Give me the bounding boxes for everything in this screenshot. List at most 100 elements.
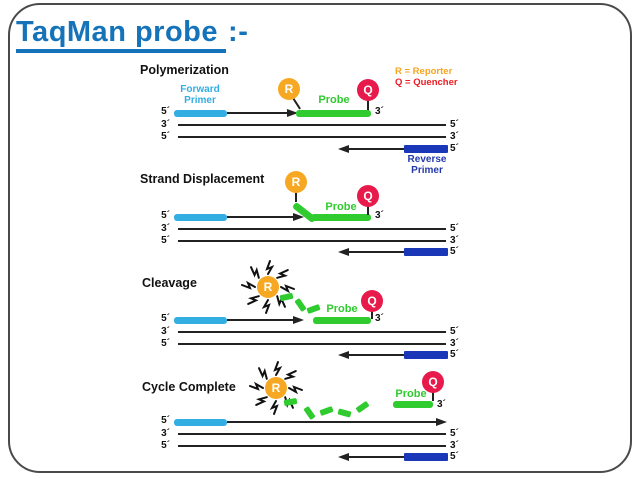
reporter-dye: R: [265, 377, 287, 399]
probe-label: Probe: [318, 94, 350, 106]
five-prime-label: 5´: [161, 440, 170, 451]
probe-bar: [296, 110, 371, 117]
polymerization-arrowhead: [293, 316, 304, 324]
reporter-symbol: R: [263, 280, 273, 294]
polymerization-arrow-line: [227, 421, 437, 423]
quencher-linker: [367, 206, 369, 215]
reporter-dye: R: [257, 276, 279, 298]
reverse-primer-label: Reverse Primer: [399, 154, 455, 176]
reporter-symbol: R: [271, 381, 281, 395]
quencher-symbol: Q: [367, 294, 377, 308]
polymerization-arrowhead: [436, 418, 447, 426]
five-prime-label: 5´: [161, 210, 170, 221]
template-strand: [178, 433, 446, 435]
five-prime-label: 5´: [450, 451, 459, 462]
sense-strand: [178, 343, 446, 345]
five-prime-label: 5´: [450, 246, 459, 257]
five-prime-label: 5´: [161, 415, 170, 426]
polymerization-arrow-line: [227, 319, 295, 321]
polymerization-arrowhead: [293, 213, 304, 221]
probe-label: Probe: [325, 201, 357, 213]
forward-primer-label: Forward Primer: [170, 84, 230, 106]
three-prime-label: 3´: [450, 235, 459, 246]
reverse-arrow-line: [347, 148, 405, 150]
three-prime-label: 3´: [161, 326, 170, 337]
legend-quencher: Q = Quencher: [395, 77, 458, 88]
reporter-symbol: R: [284, 82, 294, 96]
five-prime-label: 5´: [450, 119, 459, 130]
reverse-primer-bar: [404, 145, 448, 153]
quencher-dye: Q: [357, 185, 379, 207]
five-prime-label: 5´: [450, 349, 459, 360]
template-strand: [178, 331, 446, 333]
slide-border: [8, 3, 632, 473]
reverse-arrowhead: [338, 351, 349, 359]
forward-primer-bar: [174, 419, 227, 426]
three-prime-label: 3´: [450, 338, 459, 349]
sense-strand: [178, 136, 446, 138]
reverse-arrow-line: [347, 354, 405, 356]
forward-primer-bar: [174, 317, 227, 324]
five-prime-label: 5´: [161, 338, 170, 349]
five-prime-label: 5´: [450, 428, 459, 439]
quencher-linker: [371, 311, 373, 319]
reverse-primer-bar: [404, 351, 448, 359]
reverse-primer-bar: [404, 453, 448, 461]
quencher-symbol: Q: [428, 375, 438, 389]
three-prime-label: 3´: [161, 428, 170, 439]
forward-primer-label-line1: Forward: [180, 84, 220, 95]
three-prime-label: 3´: [161, 223, 170, 234]
quencher-symbol: Q: [363, 83, 373, 97]
three-prime-label: 3´: [375, 313, 384, 324]
polymerization-arrow-line: [227, 216, 295, 218]
reporter-dye: R: [285, 171, 307, 193]
forward-primer-bar: [174, 110, 227, 117]
sense-strand: [178, 445, 446, 447]
three-prime-label: 3´: [375, 210, 384, 221]
five-prime-label: 5´: [450, 143, 459, 154]
probe-label: Probe: [395, 388, 427, 400]
page-title: TaqMan probe:-: [16, 16, 248, 53]
polymerization-arrowhead: [287, 109, 298, 117]
reverse-primer-bar: [404, 248, 448, 256]
three-prime-label: 3´: [375, 106, 384, 117]
reverse-primer-label-line1: Reverse: [407, 154, 447, 165]
probe-bar: [311, 214, 371, 221]
quencher-symbol: Q: [363, 189, 373, 203]
reverse-arrowhead: [338, 248, 349, 256]
quencher-dye: Q: [361, 290, 383, 312]
reporter-dye: R: [278, 78, 300, 100]
three-prime-label: 3´: [161, 119, 170, 130]
five-prime-label: 5´: [161, 131, 170, 142]
legend-reporter: R = Reporter: [395, 66, 453, 77]
reverse-arrowhead: [338, 145, 349, 153]
five-prime-label: 5´: [161, 106, 170, 117]
polymerization-arrow-line: [227, 112, 289, 114]
reporter-symbol: R: [291, 175, 301, 189]
probe-bar: [393, 401, 433, 408]
three-prime-label: 3´: [437, 399, 446, 410]
five-prime-label: 5´: [161, 235, 170, 246]
section-title: Strand Displacement: [140, 172, 265, 186]
title-text: TaqMan probe: [16, 16, 227, 53]
section-title: Polymerization: [140, 63, 229, 77]
quencher-linker: [432, 392, 434, 401]
reporter-linker: [295, 191, 297, 202]
cleaved-fragment: [319, 405, 334, 417]
reverse-primer-label-line2: Primer: [411, 164, 443, 176]
five-prime-label: 5´: [450, 326, 459, 337]
five-prime-label: 5´: [450, 223, 459, 234]
probe-label: Probe: [326, 303, 358, 315]
quencher-dye: Q: [357, 79, 379, 101]
template-strand: [178, 228, 446, 230]
section-title: Cycle Complete: [142, 380, 236, 394]
reverse-arrowhead: [338, 453, 349, 461]
cleaved-fragment: [355, 400, 370, 414]
sense-strand: [178, 240, 446, 242]
